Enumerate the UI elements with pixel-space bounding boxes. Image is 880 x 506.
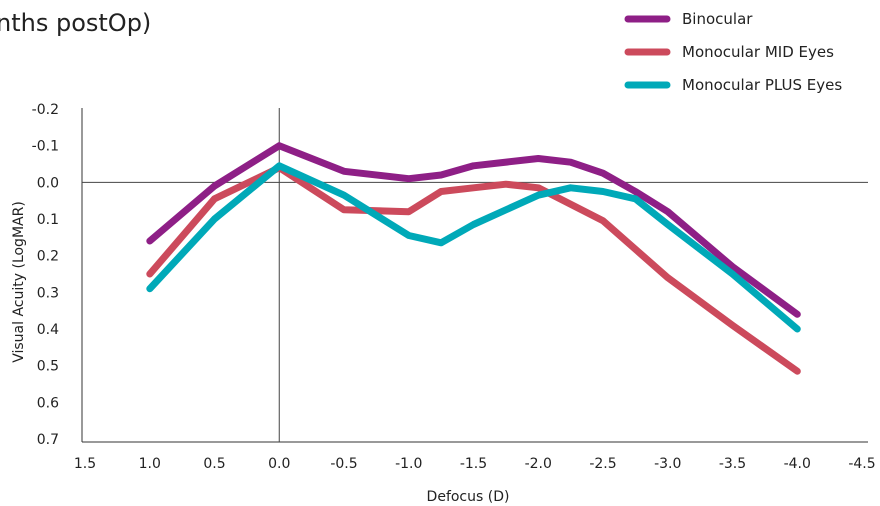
y-tick-label: 0.5 bbox=[37, 359, 59, 375]
y-tick-label: 0.0 bbox=[37, 175, 59, 191]
x-tick-label: -2.5 bbox=[589, 456, 616, 472]
x-tick-label: 1.5 bbox=[74, 456, 96, 472]
series-line-monocular-mid-eyes bbox=[146, 164, 801, 375]
y-tick-label: 0.7 bbox=[37, 432, 59, 448]
y-tick-label: 0.4 bbox=[37, 322, 59, 338]
x-tick-label: -1.5 bbox=[460, 456, 487, 472]
chart-title: nths postOp) bbox=[0, 9, 151, 37]
legend-label-monocular-plus-eyes: Monocular PLUS Eyes bbox=[682, 76, 842, 94]
x-tick-labels: 1.5 1.0 0.5 0.0 -0.5 -1.0 -1.5 -2.0 -2.5 -3.0 -3.5… bbox=[74, 456, 876, 472]
x-axis-label: Defocus (D) bbox=[427, 489, 510, 505]
series-line-monocular-plus-eyes bbox=[146, 162, 801, 333]
x-tick-label: -2.0 bbox=[525, 456, 552, 472]
y-tick-label: -0.1 bbox=[32, 139, 59, 155]
y-tick-labels: -0.2 -0.1 0.0 0.1 0.2 0.3 0.4 0.5 0.6 0.7 bbox=[32, 102, 59, 448]
series-lines bbox=[146, 142, 801, 375]
y-tick-label: -0.2 bbox=[32, 102, 59, 118]
x-tick-label: 0.0 bbox=[268, 456, 290, 472]
legend-label-binocular: Binocular bbox=[682, 10, 753, 28]
x-tick-label: -0.5 bbox=[330, 456, 357, 472]
y-tick-label: 0.2 bbox=[37, 249, 59, 265]
x-tick-label: 0.5 bbox=[203, 456, 225, 472]
x-tick-label: -3.0 bbox=[654, 456, 681, 472]
x-tick-label: -4.5 bbox=[848, 456, 875, 472]
x-tick-label: 1.0 bbox=[139, 456, 161, 472]
y-tick-label: 0.1 bbox=[37, 212, 59, 228]
series-line-binocular bbox=[146, 142, 801, 318]
legend: Binocular Monocular MID Eyes Monocular PLU… bbox=[624, 10, 842, 94]
y-axis-label: Visual Acuity (LogMAR) bbox=[11, 201, 27, 363]
x-tick-label: -4.0 bbox=[784, 456, 811, 472]
axes bbox=[81, 108, 868, 443]
legend-label-monocular-mid-eyes: Monocular MID Eyes bbox=[682, 43, 834, 61]
y-tick-label: 0.3 bbox=[37, 285, 59, 301]
x-tick-label: -3.5 bbox=[719, 456, 746, 472]
y-tick-label: 0.6 bbox=[37, 395, 59, 411]
x-tick-label: -1.0 bbox=[395, 456, 422, 472]
